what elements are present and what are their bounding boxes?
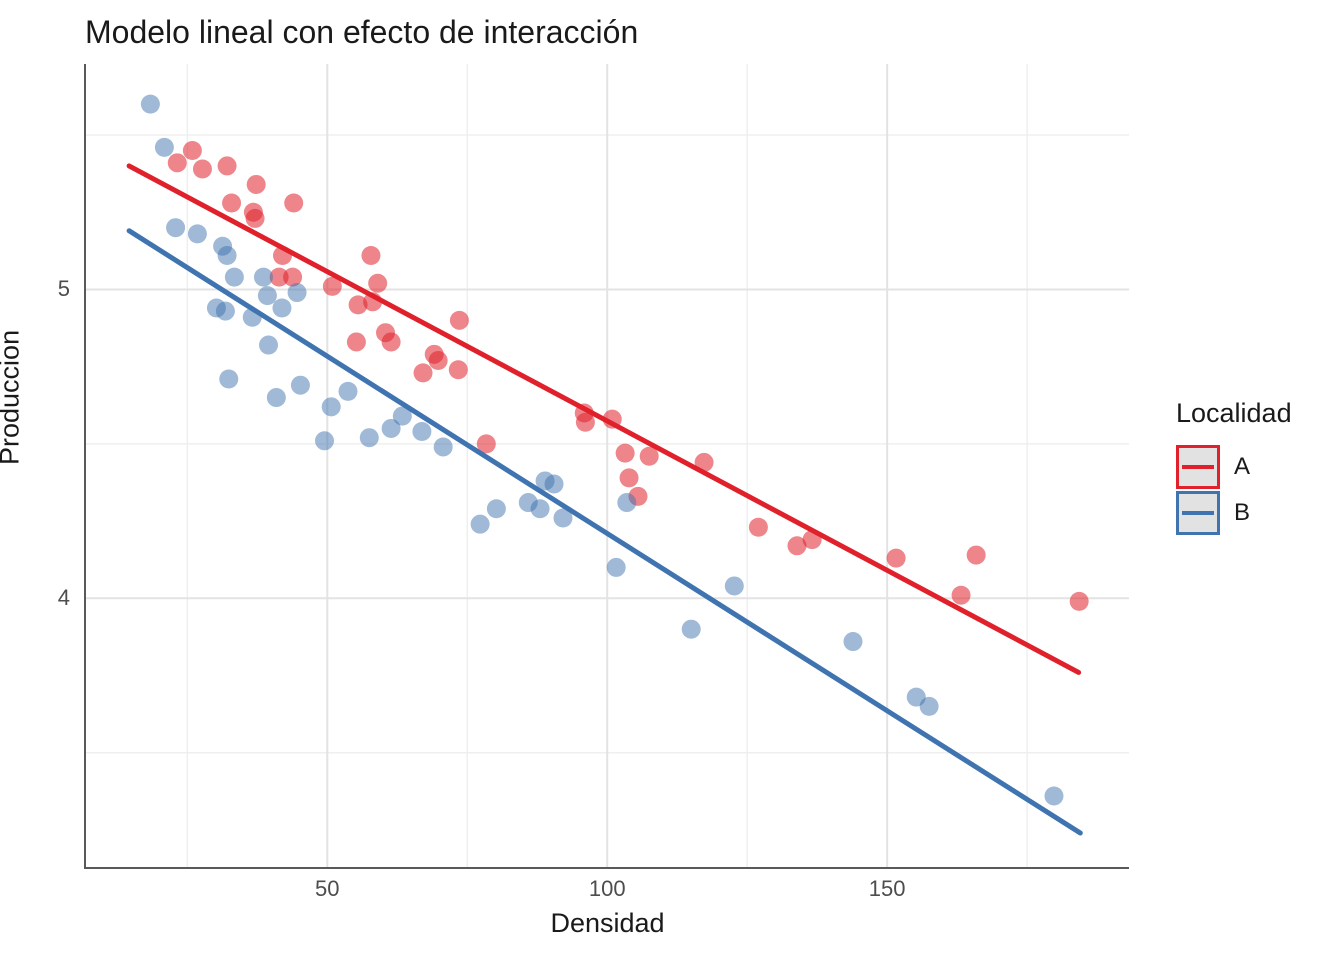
- data-point-a: [619, 468, 639, 488]
- data-point-b: [290, 375, 310, 395]
- data-point-b: [606, 557, 626, 577]
- legend-line-b-icon: [1182, 511, 1214, 515]
- data-point-a: [283, 267, 303, 287]
- data-point-a: [381, 332, 401, 352]
- data-point-b: [553, 508, 573, 528]
- data-point-b: [266, 388, 286, 408]
- data-point-a: [966, 545, 986, 565]
- x-tick-label: 100: [588, 876, 626, 901]
- data-point-b: [433, 437, 453, 457]
- data-point-a: [476, 434, 496, 454]
- legend-title: Localidad: [1176, 398, 1292, 428]
- data-point-b: [272, 298, 292, 318]
- data-point-b: [470, 514, 490, 534]
- data-point-a: [787, 536, 807, 556]
- data-point-a: [615, 443, 635, 463]
- data-point-a: [192, 159, 212, 179]
- data-point-a: [639, 446, 659, 466]
- data-point-b: [219, 369, 239, 389]
- data-point-a: [222, 193, 242, 213]
- data-point-b: [1044, 786, 1064, 806]
- data-point-a: [413, 363, 433, 383]
- data-point-b: [843, 632, 863, 652]
- data-point-b: [681, 619, 701, 639]
- x-axis-title: Densidad: [550, 908, 665, 938]
- data-point-a: [951, 585, 971, 605]
- chart-title: Modelo lineal con efecto de interacción: [85, 14, 639, 50]
- data-point-a: [361, 245, 381, 265]
- data-point-b: [154, 137, 174, 157]
- data-point-a: [348, 295, 368, 315]
- data-point-b: [166, 218, 186, 238]
- y-tick-label: 5: [57, 276, 70, 302]
- data-point-b: [381, 418, 401, 438]
- data-point-b: [530, 499, 550, 519]
- legend-label-b: B: [1234, 499, 1251, 526]
- data-point-b: [338, 381, 358, 401]
- data-point-b: [359, 428, 379, 448]
- data-point-a: [428, 350, 448, 370]
- data-point-b: [287, 283, 307, 303]
- data-point-a: [245, 208, 265, 228]
- data-point-a: [368, 273, 388, 293]
- data-point-a: [449, 310, 469, 330]
- data-point-a: [575, 412, 595, 432]
- data-point-a: [694, 452, 714, 472]
- legend-key-b-icon: [1176, 491, 1220, 535]
- data-point-b: [224, 267, 244, 287]
- data-point-a: [448, 360, 468, 380]
- data-point-b: [724, 576, 744, 596]
- data-point-b: [259, 335, 279, 355]
- data-point-b: [257, 286, 277, 306]
- data-point-b: [140, 94, 160, 114]
- data-point-a: [284, 193, 304, 213]
- data-point-a: [748, 517, 768, 537]
- data-point-a: [182, 140, 202, 160]
- data-point-b: [919, 696, 939, 716]
- data-point-b: [392, 406, 412, 426]
- data-point-b: [486, 499, 506, 519]
- data-point-a: [886, 548, 906, 568]
- data-point-b: [617, 493, 637, 513]
- data-point-a: [167, 153, 187, 173]
- data-point-b: [215, 301, 235, 321]
- data-point-b: [217, 245, 237, 265]
- legend-label-a: A: [1234, 453, 1251, 480]
- legend-key-a-icon: [1176, 445, 1220, 489]
- plot-area: [86, 64, 1129, 867]
- data-point-a: [246, 174, 266, 194]
- x-tick-label: 150: [868, 876, 906, 901]
- data-point-a: [346, 332, 366, 352]
- legend: Localidad A B: [1176, 398, 1292, 537]
- data-point-a: [322, 276, 342, 296]
- trend-line-a: [126, 163, 1082, 675]
- legend-line-a-icon: [1182, 465, 1214, 469]
- legend-item-b: B: [1176, 491, 1292, 535]
- legend-item-a: A: [1176, 445, 1292, 489]
- data-point-b: [544, 474, 564, 494]
- data-point-a: [217, 156, 237, 176]
- data-point-b: [187, 224, 207, 244]
- y-axis-title: Produccion: [0, 329, 25, 465]
- data-point-b: [253, 267, 273, 287]
- plot-panel: [84, 64, 1129, 869]
- trend-line-b: [126, 228, 1083, 836]
- data-point-b: [412, 422, 432, 442]
- x-tick-label: 50: [315, 876, 340, 901]
- data-point-b: [321, 397, 341, 417]
- data-point-b: [314, 431, 334, 451]
- data-point-a: [1069, 591, 1089, 611]
- data-point-a: [269, 267, 289, 287]
- y-tick-label: 4: [57, 585, 70, 611]
